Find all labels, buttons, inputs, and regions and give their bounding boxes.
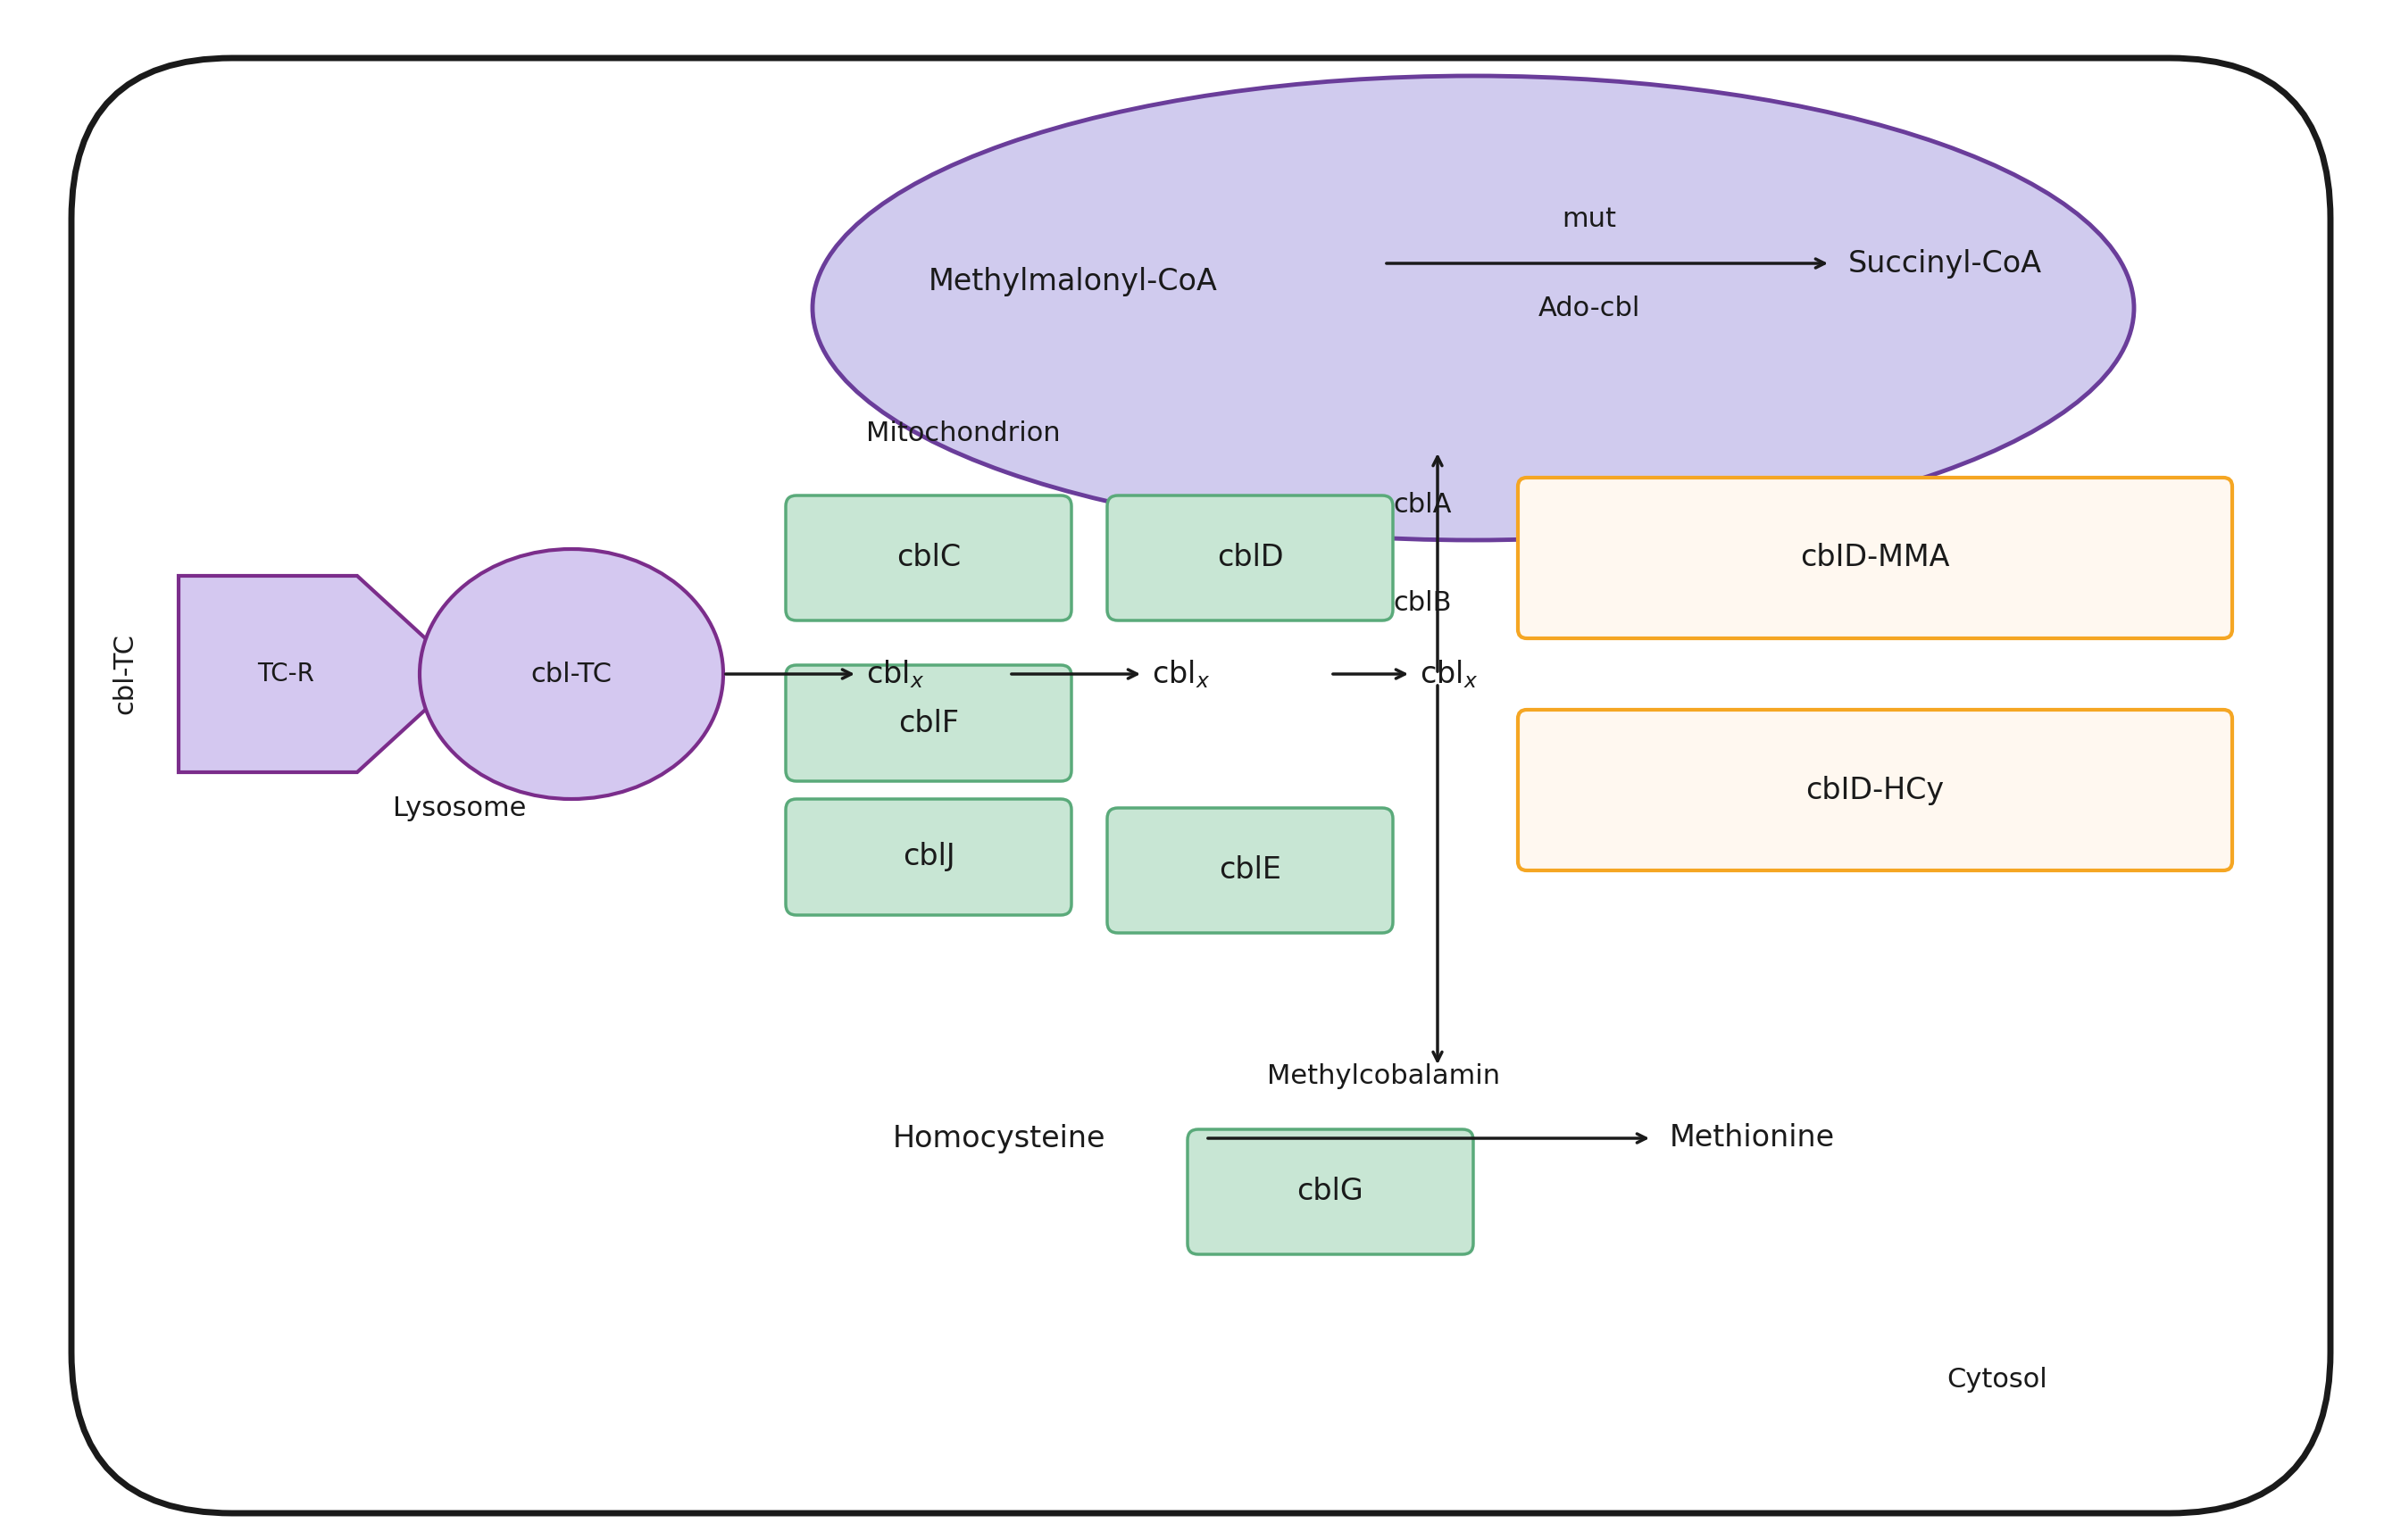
Text: cblA: cblA: [1392, 491, 1452, 517]
Text: Cytosol: Cytosol: [1945, 1366, 2048, 1392]
Text: cblB: cblB: [1392, 590, 1452, 616]
Text: cblG: cblG: [1297, 1177, 1364, 1206]
Text: Methylmalonyl-CoA: Methylmalonyl-CoA: [930, 266, 1218, 296]
FancyBboxPatch shape: [72, 59, 2332, 1514]
Text: mut: mut: [1562, 206, 1616, 231]
Text: cbl-TC: cbl-TC: [532, 661, 613, 687]
Text: cblJ: cblJ: [904, 842, 954, 872]
FancyBboxPatch shape: [787, 799, 1070, 915]
Text: Succinyl-CoA: Succinyl-CoA: [1848, 248, 2043, 279]
Text: Homocysteine: Homocysteine: [894, 1124, 1106, 1153]
Text: Mitochondrion: Mitochondrion: [865, 420, 1061, 447]
Text: cbl$_x$: cbl$_x$: [1421, 658, 1478, 690]
FancyBboxPatch shape: [1519, 477, 2231, 638]
FancyBboxPatch shape: [1106, 496, 1392, 621]
FancyBboxPatch shape: [1519, 710, 2231, 870]
Ellipse shape: [420, 550, 722, 799]
Polygon shape: [179, 576, 465, 772]
Text: cbl-TC: cbl-TC: [112, 633, 138, 715]
Text: cbl$_x$: cbl$_x$: [1151, 658, 1211, 690]
Text: cblF: cblF: [899, 708, 958, 738]
Text: cbID-HCy: cbID-HCy: [1805, 775, 1945, 805]
Text: TC-R: TC-R: [257, 662, 315, 687]
Text: cblD: cblD: [1216, 544, 1283, 573]
Text: cblE: cblE: [1218, 856, 1280, 886]
FancyBboxPatch shape: [787, 665, 1070, 781]
Text: Lysosome: Lysosome: [393, 795, 527, 821]
Text: cbl$_x$: cbl$_x$: [865, 658, 925, 690]
Text: Methionine: Methionine: [1669, 1124, 1836, 1153]
FancyBboxPatch shape: [1106, 808, 1392, 933]
Text: cbID-MMA: cbID-MMA: [1800, 544, 1950, 573]
FancyBboxPatch shape: [787, 496, 1070, 621]
Text: Methylcobalamin: Methylcobalamin: [1268, 1063, 1500, 1089]
Text: Ado-cbl: Ado-cbl: [1538, 296, 1640, 320]
FancyBboxPatch shape: [1187, 1129, 1473, 1254]
Text: cblC: cblC: [896, 544, 961, 573]
Ellipse shape: [813, 75, 2134, 541]
